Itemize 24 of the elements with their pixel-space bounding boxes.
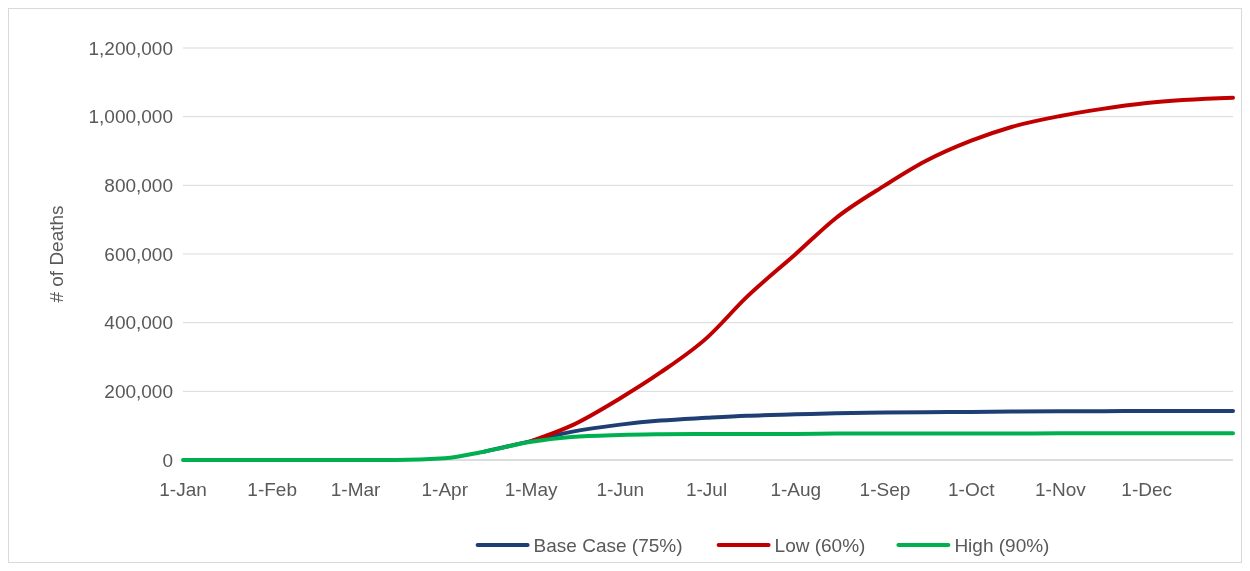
y-tick-label: 1,200,000 [88, 37, 173, 59]
y-axis-title: # of Deaths [46, 205, 67, 303]
x-tick-label: 1-Jan [159, 479, 207, 500]
x-tick-label: 1-Sep [859, 479, 911, 500]
x-tick-label: 1-Oct [947, 479, 996, 500]
x-tick-label: 1-Aug [770, 479, 822, 500]
y-tick-label: 800,000 [104, 174, 173, 196]
y-tick-label: 600,000 [104, 243, 173, 265]
x-tick-label: 1-Jul [685, 479, 728, 500]
x-tick-label: 1-Feb [247, 479, 297, 500]
x-tick-label: 1-Nov [1035, 479, 1087, 500]
legend-label: Low (60%) [774, 534, 866, 556]
y-tick-label: 1,000,000 [88, 106, 173, 128]
y-tick-label: 0 [162, 449, 173, 471]
x-tick-label: 1-Dec [1121, 479, 1173, 500]
x-tick-label: 1-Apr [421, 479, 469, 500]
legend-label: Base Case (75%) [533, 534, 683, 556]
x-tick-label: 1-May [504, 479, 558, 500]
y-tick-label: 200,000 [104, 380, 173, 402]
x-tick-label: 1-Jun [596, 479, 645, 500]
legend-label: High (90%) [954, 534, 1050, 556]
line-series [181, 431, 1235, 462]
x-tick-label: 1-Mar [330, 479, 382, 500]
y-tick-label: 400,000 [104, 312, 173, 334]
